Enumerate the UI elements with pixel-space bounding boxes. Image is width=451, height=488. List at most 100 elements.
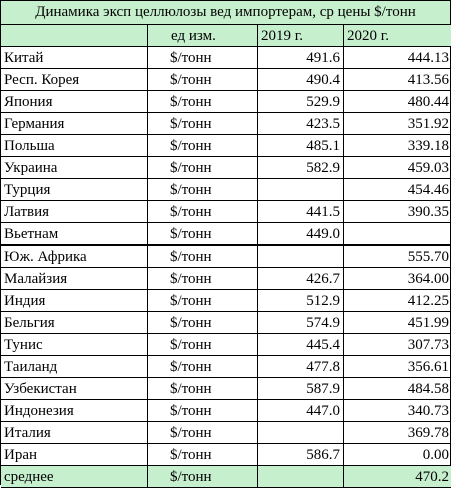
average-2019[interactable] [258,466,344,488]
unit-cell[interactable]: $/тонн [148,113,258,135]
country-cell[interactable]: Германия [1,113,148,135]
value-2020-cell[interactable]: 413.56 [344,69,451,91]
value-2020-cell[interactable]: 340.73 [344,400,451,422]
country-cell[interactable]: Турция [1,179,148,201]
country-cell[interactable]: Китай [1,47,148,69]
value-2019-cell[interactable]: 490.4 [258,69,344,91]
value-2019-cell[interactable]: 423.5 [258,113,344,135]
unit-cell[interactable]: $/тонн [148,290,258,312]
value-2020-cell[interactable]: 351.92 [344,113,451,135]
unit-cell[interactable]: $/тонн [148,378,258,400]
value-2020-cell[interactable]: 480.44 [344,91,451,113]
unit-cell[interactable]: $/тонн [148,422,258,444]
unit-cell[interactable]: $/тонн [148,201,258,223]
header-country[interactable] [1,25,148,47]
value-2019-cell[interactable]: 512.9 [258,290,344,312]
value-2019-cell[interactable]: 491.6 [258,47,344,69]
value-2019-cell[interactable] [258,422,344,444]
value-2020-cell[interactable]: 339.18 [344,135,451,157]
country-cell[interactable]: Узбекистан [1,378,148,400]
country-cell[interactable]: Япония [1,91,148,113]
value-2019-cell[interactable]: 529.9 [258,91,344,113]
value-2019-cell[interactable]: 449.0 [258,223,344,246]
country-cell[interactable]: Юж. Африка [1,245,148,268]
header-2020[interactable]: 2020 г. [344,25,451,47]
value-2019-cell[interactable]: 574.9 [258,312,344,334]
value-2020-cell[interactable]: 0.00 [344,444,451,466]
value-2020-cell[interactable]: 356.61 [344,356,451,378]
average-unit[interactable]: $/тонн [148,466,258,488]
country-cell[interactable]: Индия [1,290,148,312]
value-2020-cell[interactable]: 444.13 [344,47,451,69]
header-row: ед изм. 2019 г. 2020 г. [1,25,451,47]
unit-cell[interactable]: $/тонн [148,356,258,378]
country-cell[interactable]: Тунис [1,334,148,356]
country-cell[interactable]: Малайзия [1,268,148,290]
unit-cell[interactable]: $/тонн [148,69,258,91]
value-2019-cell[interactable]: 586.7 [258,444,344,466]
value-2019-cell[interactable]: 582.9 [258,157,344,179]
country-cell[interactable]: Респ. Корея [1,69,148,91]
unit-cell[interactable]: $/тонн [148,135,258,157]
value-2019-cell[interactable]: 441.5 [258,201,344,223]
value-2020-cell[interactable]: 307.73 [344,334,451,356]
value-2019-cell[interactable]: 485.1 [258,135,344,157]
unit-cell[interactable]: $/тонн [148,245,258,268]
unit-cell[interactable]: $/тонн [148,444,258,466]
value-2019-cell[interactable]: 445.4 [258,334,344,356]
value-2019-cell[interactable] [258,179,344,201]
value-2019-cell[interactable]: 447.0 [258,400,344,422]
unit-cell[interactable]: $/тонн [148,223,258,246]
average-2020[interactable]: 470.2 [344,466,451,488]
value-2020-cell[interactable]: 484.58 [344,378,451,400]
table-row: Юж. Африка$/тонн 555.70 [1,245,451,268]
country-cell[interactable]: Индонезия [1,400,148,422]
country-cell[interactable]: Вьетнам [1,223,148,246]
country-cell[interactable]: Иран [1,444,148,466]
unit-cell[interactable]: $/тонн [148,268,258,290]
value-2020-cell[interactable]: 459.03 [344,157,451,179]
header-unit[interactable]: ед изм. [148,25,258,47]
table-row: Турция$/тонн 454.46 [1,179,451,201]
value-2020-cell[interactable] [344,223,451,246]
value-2020-cell[interactable]: 369.78 [344,422,451,444]
average-label[interactable]: среднее [1,466,148,488]
unit-cell[interactable]: $/тонн [148,312,258,334]
country-cell[interactable]: Италия [1,422,148,444]
value-2019-cell[interactable] [258,245,344,268]
value-2019-cell[interactable]: 587.9 [258,378,344,400]
value-2020-cell[interactable]: 390.35 [344,201,451,223]
value-2020-cell[interactable]: 412.25 [344,290,451,312]
value-2019-cell[interactable]: 477.8 [258,356,344,378]
unit-cell[interactable]: $/тонн [148,47,258,69]
unit-cell[interactable]: $/тонн [148,157,258,179]
country-cell[interactable]: Бельгия [1,312,148,334]
value-2020-cell[interactable]: 454.46 [344,179,451,201]
value-2019-cell[interactable]: 426.7 [258,268,344,290]
country-cell[interactable]: Польша [1,135,148,157]
country-cell[interactable]: Таиланд [1,356,148,378]
header-2019[interactable]: 2019 г. [258,25,344,47]
country-cell[interactable]: Латвия [1,201,148,223]
unit-cell[interactable]: $/тонн [148,91,258,113]
unit-cell[interactable]: $/тонн [148,400,258,422]
value-2020-cell[interactable]: 555.70 [344,245,451,268]
value-2020-cell[interactable]: 364.00 [344,268,451,290]
unit-cell[interactable]: $/тонн [148,179,258,201]
country-cell[interactable]: Украина [1,157,148,179]
value-2020-cell[interactable]: 451.99 [344,312,451,334]
unit-cell[interactable]: $/тонн [148,334,258,356]
